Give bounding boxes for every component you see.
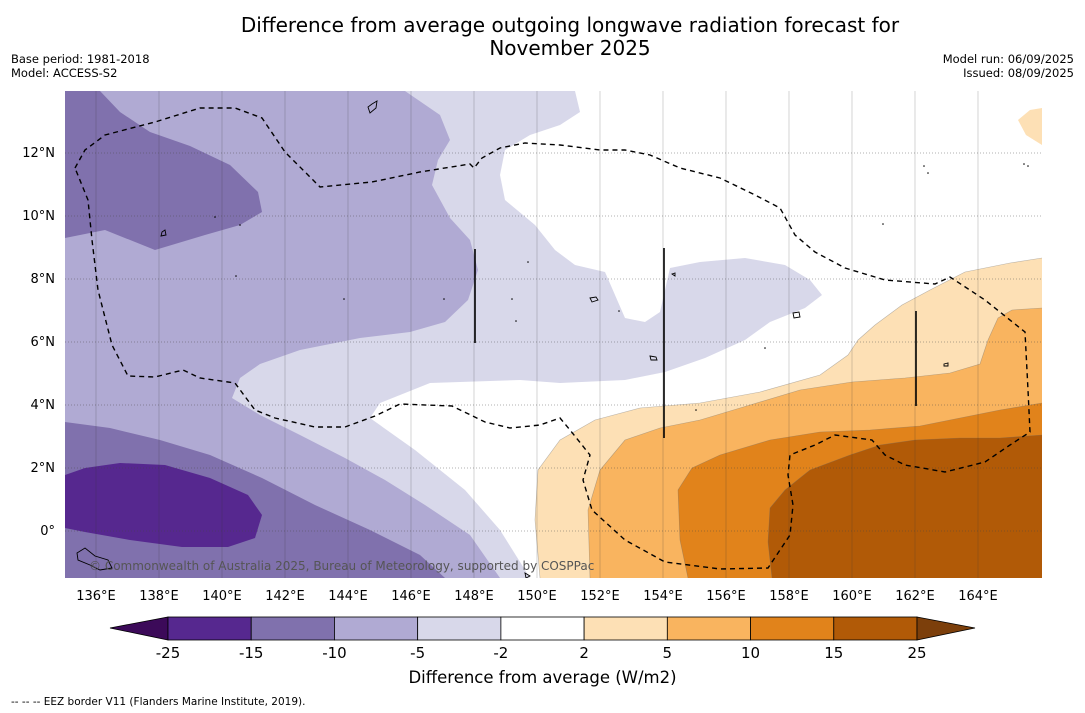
colorbar-segment bbox=[750, 616, 835, 641]
lon-label: 148°E bbox=[454, 589, 494, 604]
colorbar-extend-high bbox=[916, 616, 976, 641]
lon-label: 144°E bbox=[328, 589, 368, 604]
colorbar: -25 -15 -10 -5 -2 2 5 10 15 25 bbox=[109, 616, 976, 662]
lon-label: 146°E bbox=[391, 589, 431, 604]
colorbar-extend-low bbox=[109, 616, 169, 641]
latitude-gridlines bbox=[65, 152, 1042, 532]
colorbar-tick-label: -5 bbox=[410, 644, 425, 662]
colorbar-segment bbox=[833, 616, 918, 641]
colorbar-tick-label: 10 bbox=[741, 644, 760, 662]
map-area: © Commonwealth of Australia 2025, Bureau… bbox=[65, 91, 1042, 578]
colorbar-tick-label: -25 bbox=[156, 644, 181, 662]
base-period: Base period: 1981-2018 bbox=[11, 52, 150, 66]
colorbar-title: Difference from average (W/m2) bbox=[408, 668, 677, 687]
latitude-labels: 12°N 10°N 8°N 6°N 4°N 2°N 0° bbox=[22, 146, 55, 539]
contour-lines bbox=[534, 257, 1042, 578]
islands bbox=[76, 100, 949, 578]
colorbar-segment bbox=[334, 616, 419, 641]
lat-label: 8°N bbox=[31, 272, 56, 287]
colorbar-tick-label: 25 bbox=[907, 644, 926, 662]
island-png-coast bbox=[76, 547, 113, 571]
colorbar-segments bbox=[167, 616, 918, 641]
lat-label: 4°N bbox=[31, 398, 56, 413]
lat-label: 2°N bbox=[31, 461, 56, 476]
island-kosrae bbox=[670, 272, 676, 277]
meta-left: Base period: 1981-2018 Model: ACCESS-S2 bbox=[11, 52, 150, 80]
lon-label: 156°E bbox=[706, 589, 746, 604]
eez-borders bbox=[74, 107, 1031, 570]
meta-right: Model run: 06/09/2025 Issued: 08/09/2025 bbox=[943, 52, 1074, 80]
anomaly-band-15-25 bbox=[768, 435, 1042, 578]
colorbar-tick-label: 15 bbox=[824, 644, 843, 662]
island-small-b bbox=[943, 362, 949, 367]
lon-label: 150°E bbox=[517, 589, 557, 604]
boundary-meridians bbox=[474, 248, 917, 438]
title-line-1: Difference from average outgoing longwav… bbox=[240, 13, 900, 37]
colorbar-tick-label: -10 bbox=[322, 644, 347, 662]
colorbar-tick-label: 2 bbox=[579, 644, 589, 662]
eez-footnote: -- -- -- EEZ border V11 (Flanders Marine… bbox=[11, 696, 306, 708]
issued-date: Issued: 08/09/2025 bbox=[963, 66, 1074, 80]
lon-label: 154°E bbox=[643, 589, 683, 604]
anomaly-band-2-5-northeast bbox=[1018, 108, 1042, 145]
lat-label: 12°N bbox=[22, 146, 55, 161]
lon-label: 152°E bbox=[580, 589, 620, 604]
copyright-notice: © Commonwealth of Australia 2025, Bureau… bbox=[89, 559, 594, 573]
island-png-east bbox=[524, 572, 531, 578]
lon-label: 158°E bbox=[769, 589, 809, 604]
lon-label: 136°E bbox=[76, 589, 116, 604]
model-name: Model: ACCESS-S2 bbox=[11, 66, 118, 80]
colorbar-tick-label: -15 bbox=[239, 644, 264, 662]
anomaly-band-minus15-minus10-north bbox=[65, 91, 262, 250]
colorbar-segment bbox=[250, 616, 335, 641]
colorbar-tick-labels: -25 -15 -10 -5 -2 2 5 10 15 25 bbox=[156, 644, 927, 662]
colorbar-segment bbox=[167, 616, 252, 641]
colorbar-tick-label: 5 bbox=[663, 644, 673, 662]
colorbar-segment bbox=[500, 616, 585, 641]
longitude-labels: 136°E 138°E 140°E 142°E 144°E 146°E 148°… bbox=[76, 589, 998, 604]
model-run: Model run: 06/09/2025 bbox=[942, 52, 1074, 66]
lon-label: 164°E bbox=[958, 589, 998, 604]
colorbar-segment bbox=[666, 616, 751, 641]
title-line-2: November 2025 bbox=[489, 36, 651, 60]
lon-label: 162°E bbox=[895, 589, 935, 604]
colorbar-segment bbox=[583, 616, 668, 641]
lat-label: 6°N bbox=[31, 335, 56, 350]
island-yap bbox=[160, 229, 167, 237]
island-small-a bbox=[649, 355, 658, 361]
island-dots bbox=[214, 163, 1029, 411]
eez-border-palau-fsm-west bbox=[74, 107, 1031, 570]
colorbar-segment bbox=[417, 616, 502, 641]
lon-label: 160°E bbox=[832, 589, 872, 604]
longitude-gridlines bbox=[95, 91, 979, 578]
colorbar-tick-label: -2 bbox=[493, 644, 508, 662]
anomaly-band-minus25-minus15 bbox=[65, 463, 262, 547]
lon-label: 140°E bbox=[202, 589, 242, 604]
island-guam-saipan bbox=[367, 100, 378, 114]
lat-label: 0° bbox=[40, 524, 55, 539]
island-chuuk bbox=[589, 296, 599, 303]
map-title: Difference from average outgoing longwav… bbox=[170, 14, 970, 60]
island-pohnpei bbox=[792, 311, 801, 319]
lat-label: 10°N bbox=[22, 209, 55, 224]
lon-label: 138°E bbox=[139, 589, 179, 604]
lon-label: 142°E bbox=[265, 589, 305, 604]
